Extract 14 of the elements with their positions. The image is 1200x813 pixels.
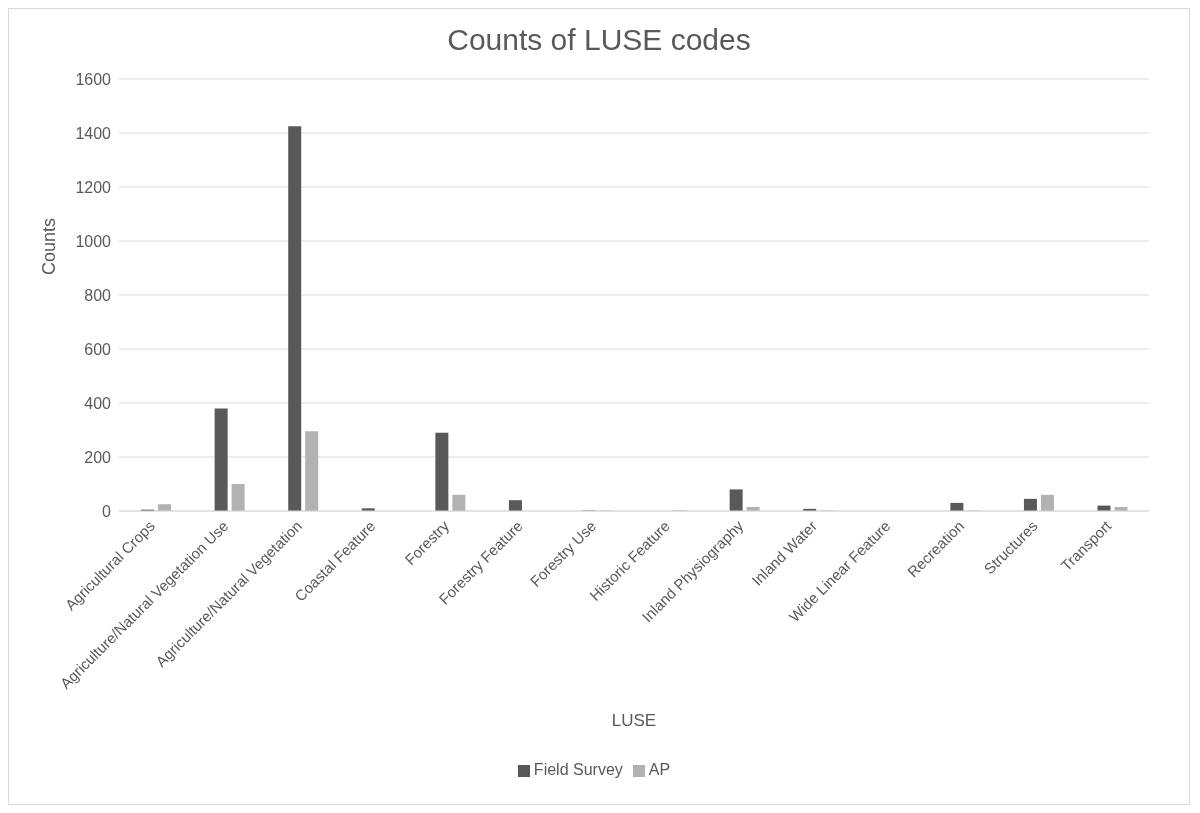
legend-label: AP bbox=[648, 761, 671, 778]
y-tick-label: 200 bbox=[84, 448, 112, 466]
y-tick-label: 800 bbox=[84, 286, 112, 304]
y-tick-label: 1200 bbox=[75, 178, 112, 196]
y-tick-label: 1400 bbox=[75, 124, 112, 142]
legend-label: Field Survey bbox=[533, 761, 623, 778]
y-axis-title: Counts bbox=[39, 217, 60, 275]
y-tick-label: 600 bbox=[84, 340, 112, 358]
x-axis-title: LUSE bbox=[611, 711, 657, 730]
y-tick-label: 400 bbox=[84, 394, 112, 412]
y-tick-label: 1600 bbox=[75, 70, 112, 88]
y-tick-label: 1000 bbox=[75, 232, 112, 250]
chart-title: Counts of LUSE codes bbox=[446, 23, 752, 57]
y-tick-label: 0 bbox=[102, 502, 112, 520]
